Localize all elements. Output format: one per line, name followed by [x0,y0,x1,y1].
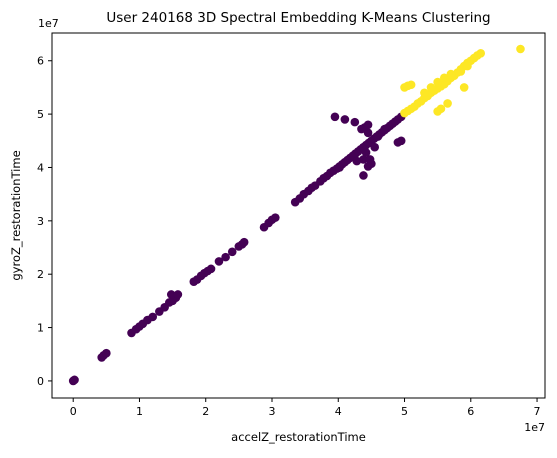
cluster-0-point [363,128,373,138]
cluster-1-point [433,77,442,87]
y-tick-label: 0 [37,375,44,388]
cluster-0-point [359,155,368,164]
cluster-1-point [463,61,472,71]
y-axis-label: gyroZ_restorationTime [9,150,23,280]
cluster-0-point [335,163,344,172]
cluster-1-point [406,80,416,90]
cluster-0-point [380,124,389,134]
y-tick-label: 5 [37,108,44,121]
cluster-0-point [370,142,380,152]
cluster-1-point [439,73,449,83]
cluster-0-point [206,264,216,274]
cluster-1-point [420,88,429,98]
cluster-1-point [443,99,452,108]
plot-frame [51,32,546,399]
cluster-0-point [373,132,383,141]
cluster-0-point [227,247,237,257]
cluster-0-point [352,156,362,166]
y-tick-label: 1 [37,322,44,335]
cluster-0-point [361,148,371,157]
cluster-0-point [221,252,230,262]
cluster-1-point [456,67,466,76]
cluster-0-point [359,171,368,180]
cluster-1-point [436,104,446,114]
cluster-0-point [148,312,158,322]
cluster-0-point [239,237,249,247]
cluster-1-point [446,69,456,79]
chart-title: User 240168 3D Spectral Embedding K-Mean… [106,10,490,26]
cluster-0-point [363,120,373,130]
cluster-0-point [166,290,176,299]
cluster-0-point [330,112,340,122]
y-tick-label: 4 [37,161,44,174]
cluster-0-point [365,155,375,164]
x-tick-label: 3 [268,405,275,418]
points-layer [68,44,525,386]
x-axis-ticks: 0 1 2 3 4 5 6 7 [70,398,541,418]
cluster-0-point [340,115,350,124]
cluster-0-point [350,117,360,127]
y-axis-ticks: 0 1 2 3 4 5 6 [37,55,52,388]
x-tick-label: 1 [136,405,143,418]
x-axis-offset-label: 1e7 [524,421,545,434]
y-tick-label: 3 [37,215,44,228]
cluster-0-point [102,348,111,358]
x-tick-label: 7 [534,405,541,418]
x-tick-label: 4 [335,405,342,418]
x-tick-label: 2 [202,405,209,418]
y-axis-offset-label: 1e7 [38,17,59,30]
x-tick-label: 6 [467,405,474,418]
cluster-1-point [459,83,469,92]
cluster-0-point [173,290,183,299]
x-axis-label: accelZ_restorationTime [231,430,366,444]
cluster-0-point [70,375,79,385]
cluster-1-point [426,83,436,92]
cluster-0-point [396,136,406,146]
y-tick-label: 2 [37,268,44,281]
cluster-1-point [516,44,525,54]
cluster-0-point [357,124,366,134]
x-tick-label: 5 [401,405,408,418]
cluster-0-point [271,213,280,222]
cluster-1-point [476,48,486,58]
y-tick-label: 6 [37,55,44,68]
cluster-0-point [214,257,224,266]
x-tick-label: 0 [70,405,77,418]
